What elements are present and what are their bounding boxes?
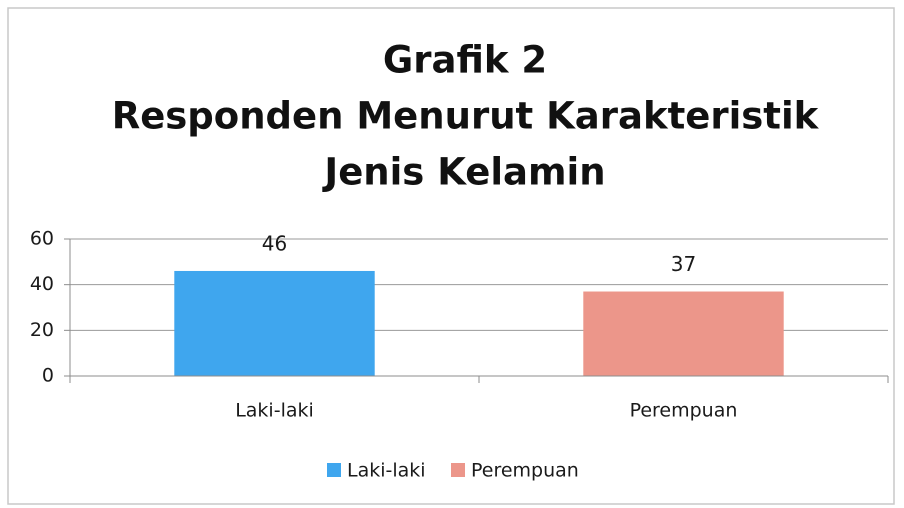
data-label: 37 [671,252,696,276]
x-tick-label: Laki-laki [235,400,314,422]
data-label: 46 [262,231,287,255]
bar [583,291,784,376]
chart-frame [7,7,895,505]
bar [174,270,375,376]
legend-swatch [327,463,341,477]
chart-title: Responden Menurut Karakteristik [112,95,820,138]
y-tick-label: 0 [42,365,54,387]
y-tick-label: 60 [30,228,54,250]
legend-label: Laki-laki [347,460,426,482]
legend-label: Perempuan [471,460,579,482]
x-tick-label: Perempuan [630,400,738,422]
chart-title: Jenis Kelamin [321,151,605,194]
y-tick-label: 20 [30,319,54,341]
y-tick-label: 40 [30,273,54,295]
chart-title: Grafik 2 [383,39,547,82]
legend-swatch [451,463,465,477]
